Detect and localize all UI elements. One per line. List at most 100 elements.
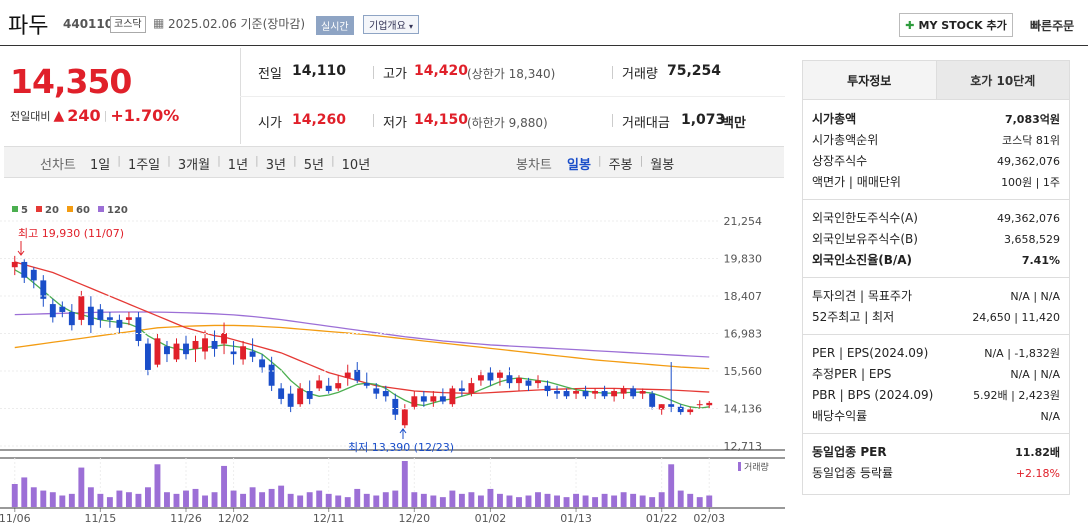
price-chart[interactable]: 5 20 60 120 21,254 19,830 18,407 16,983 15,560 1… — [0, 196, 785, 531]
candle-body — [97, 309, 104, 320]
mystock-add-button[interactable]: ✚ MY STOCK 추가 — [899, 13, 1013, 37]
info-label: 액면가 | 매매단위 — [812, 175, 901, 189]
candle-body — [325, 385, 332, 392]
volume-bar — [59, 495, 66, 507]
legend-swatch — [98, 206, 104, 212]
dropdown-arrow-icon: ▾ — [409, 22, 414, 31]
volume-bar — [677, 490, 684, 507]
period-tab[interactable]: 5년 — [303, 158, 324, 173]
volume-bar — [611, 495, 618, 507]
candle-body — [354, 369, 361, 381]
info-row: 추정PER | EPS N/A | N/A — [803, 364, 1069, 385]
candle-body — [49, 304, 56, 318]
candle-period-tab[interactable]: 일봉 — [567, 158, 591, 173]
x-tick-label: 12/20 — [398, 512, 430, 525]
info-value: 49,362,076 — [997, 212, 1060, 225]
info-label: 시가총액 — [812, 112, 857, 126]
investment-info-panel: 투자정보 호가 10단계 시가총액 7,083억원 시가총액순위 코스닥 81위 상장주… — [802, 60, 1070, 495]
candle-body — [306, 391, 313, 399]
volume-bar — [68, 493, 75, 507]
period-tab[interactable]: 1년 — [227, 158, 249, 173]
candle-period-tab[interactable]: 주봉 — [608, 158, 633, 173]
quick-order-button[interactable]: 빠른주문 — [1030, 19, 1075, 33]
tab-divider: | — [117, 154, 121, 167]
realtime-button[interactable]: 실시간 — [316, 16, 354, 35]
info-value: 49,362,076 — [997, 155, 1060, 168]
panel-tabs: 투자정보 호가 10단계 — [803, 61, 1069, 100]
candle-body — [116, 319, 123, 328]
info-value: 3,658,529 — [1004, 233, 1060, 246]
info-row: 액면가 | 매매단위 100원 | 1주 — [803, 172, 1069, 193]
volume-bar — [164, 492, 170, 507]
info-row: 시가총액순위 코스닥 81위 — [803, 130, 1069, 151]
volume-legend-swatch — [738, 462, 741, 471]
info-value: N/A | N/A — [1010, 290, 1060, 303]
info-label: 배당수익률 — [812, 409, 868, 423]
volume-bar — [525, 495, 532, 507]
candle-body — [658, 404, 665, 410]
volume-bar — [335, 495, 342, 507]
candle-body — [677, 406, 684, 413]
candle-body — [40, 280, 47, 299]
info-row: PER | EPS(2024.09) N/A | -1,832원 — [803, 343, 1069, 364]
info-value: 11.82배 — [1015, 446, 1060, 459]
info-label: PER | EPS(2024.09) — [812, 346, 929, 360]
candle-chart-tabs: 일봉 | 주봉 | 월봉 — [567, 154, 674, 173]
x-tick-label: 11/15 — [85, 512, 117, 525]
company-info-dropdown[interactable]: 기업개요 ▾ — [363, 15, 420, 34]
low-arrow-head — [399, 428, 407, 434]
candle-body — [230, 351, 237, 355]
candle-body — [696, 404, 703, 406]
volume-bar — [620, 492, 627, 507]
candle-period-tab[interactable]: 월봉 — [650, 158, 675, 173]
y-tick-label: 19,830 — [724, 253, 763, 266]
candle-body — [601, 391, 608, 397]
info-section: 시가총액 7,083억원 시가총액순위 코스닥 81위 상장주식수 49,362,076 액… — [803, 109, 1069, 199]
volume-bar — [192, 488, 199, 507]
tab-orderbook[interactable]: 호가 10단계 — [936, 61, 1069, 99]
volume-bar — [221, 465, 228, 507]
period-tab[interactable]: 3년 — [265, 158, 286, 173]
volume-bar — [554, 495, 560, 507]
candle-body — [221, 333, 228, 344]
tab-divider: | — [217, 154, 221, 167]
tab-divider: | — [167, 154, 171, 167]
chart-period-bar — [4, 146, 784, 178]
volume-bar — [316, 490, 323, 507]
period-tab[interactable]: 1주일 — [127, 158, 161, 173]
candle-body — [249, 351, 256, 357]
period-tab[interactable]: 10년 — [341, 158, 371, 173]
volume-bar — [582, 495, 589, 507]
low-label: 저가 — [383, 116, 407, 131]
volume-bar — [458, 493, 465, 507]
volume-bar — [420, 493, 427, 507]
volume-bar — [116, 490, 123, 507]
volume-bar — [297, 495, 304, 507]
tab-investment-info[interactable]: 투자정보 — [803, 61, 937, 99]
candle-body — [78, 296, 85, 320]
summary-sep — [612, 66, 613, 79]
info-row: 배당수익률 N/A — [803, 406, 1069, 427]
volume-bar — [268, 488, 275, 507]
company-info-label: 기업개요 — [369, 21, 406, 32]
candle-body — [392, 398, 399, 415]
info-label: PBR | BPS (2024.09) — [812, 388, 934, 402]
volume-bar — [183, 490, 189, 507]
period-tab[interactable]: 3개월 — [177, 158, 211, 173]
candle-body — [59, 306, 66, 312]
candle-body — [468, 383, 475, 394]
candle-body — [420, 396, 427, 402]
candle-body — [535, 380, 541, 384]
candle-body — [335, 383, 342, 389]
volume-bar — [382, 492, 389, 507]
info-value: 5.92배 | 2,423원 — [973, 389, 1060, 402]
candle-body — [430, 396, 437, 402]
volume-bar — [344, 497, 351, 507]
y-tick-label: 12,713 — [724, 440, 763, 453]
candle-body — [21, 261, 28, 278]
change-divider: | — [103, 109, 108, 122]
period-tab[interactable]: 1일 — [90, 158, 111, 173]
volume-bar — [658, 492, 665, 507]
candle-body — [344, 372, 351, 378]
info-value: 7,083억원 — [1004, 113, 1060, 126]
